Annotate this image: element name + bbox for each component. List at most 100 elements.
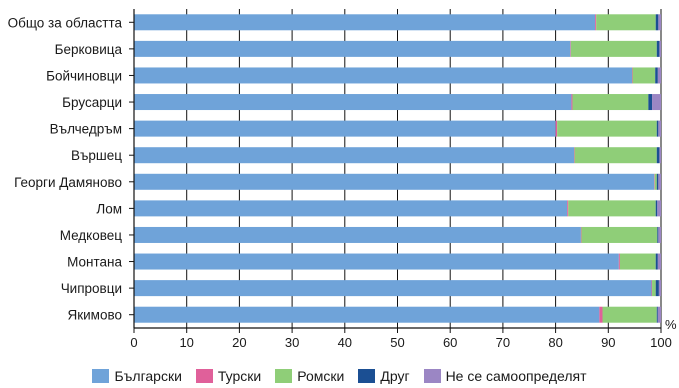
legend-swatch [92,369,110,383]
bar-segment [568,200,656,217]
category-label: Берковица [55,42,123,57]
bar-segment [134,253,619,270]
x-tick-label: 0 [130,335,137,350]
x-tick-label: 80 [548,335,562,350]
bar-segment [655,280,659,297]
bar-segment [654,173,657,190]
bar-segment [657,306,661,323]
category-label: Монтана [67,255,122,270]
bar-segment [134,94,572,111]
bar-segment [656,40,660,57]
legend-swatch [275,369,293,383]
bar-segment [134,120,556,137]
category-labels: Общо за областта Берковица Бойчиновци Бруса… [8,15,123,322]
bar-segment [632,67,633,84]
bar-segment [619,253,656,270]
bar-segment [596,14,656,31]
stacked-bar-chart: Общо за областта Берковица Бойчиновци Бруса… [8,9,677,350]
bar-segment [595,14,597,31]
legend-item: Ромски [275,368,344,384]
bar-segment [571,94,573,111]
category-label: Чипровци [61,281,122,296]
bar-segment [134,40,571,57]
bar-segment [134,14,596,31]
category-label: Бойчиновци [46,68,122,83]
bar-segment [567,200,569,217]
axes [129,9,662,333]
category-label: Общо за областта [8,15,123,30]
x-tick-label: 20 [232,335,246,350]
x-tick-labels: 0 10 20 30 40 50 60 70 80 90 100 [130,335,671,350]
bar-segment [657,67,661,84]
legend-label: Ромски [297,368,345,384]
bar-segment [557,120,657,137]
category-label: Медковец [60,228,123,243]
x-tick-label: 90 [601,335,615,350]
bar-segment [555,120,558,137]
legend-item: Друг [358,368,410,384]
bar-segment [656,147,660,164]
bar-segment [656,306,658,323]
legend-swatch [195,369,213,383]
legend-label: Не се самоопределят [445,368,587,384]
bar-segment [655,200,658,217]
bar-segment [658,173,661,190]
x-tick-label: 100 [650,335,672,350]
category-label: Вършец [71,148,122,163]
bar-segment [652,280,656,297]
bar-segment [656,173,659,190]
bar-segment [655,253,658,270]
bar-segment [632,67,656,84]
bar-segment [658,226,661,243]
bar-segment [652,94,661,111]
bar-segment [656,120,659,137]
bar-segment [659,40,661,57]
bar-segment [655,14,659,31]
x-tick-label: 40 [338,335,352,350]
bar-segment [574,147,575,164]
bar-segment [572,94,649,111]
bar-segment [574,147,657,164]
category-label: Якимово [67,308,122,323]
bar-segment [134,147,575,164]
legend-label: Друг [380,368,410,384]
bar-segment [657,200,661,217]
x-tick-label: 10 [179,335,193,350]
legend-item: Български [92,368,182,384]
x-tick-label: 30 [285,335,299,350]
x-tick-label: 50 [390,335,404,350]
category-label: Вълчедръм [50,122,122,137]
bar-segment [648,94,653,111]
bar-segment [134,200,568,217]
bar-segment [657,226,659,243]
bar-segment [658,14,661,31]
bar-segment [580,226,582,243]
bar-segment [618,253,620,270]
category-label: Брусарци [62,95,122,110]
bar-segment [134,280,652,297]
bar-segment [657,253,661,270]
bar-segment [570,40,657,57]
bar-segment [581,226,658,243]
x-tick-label: 60 [443,335,457,350]
bar-segment [599,306,603,323]
bar-segment [134,67,633,84]
bar-segment [651,280,653,297]
bar-segment [602,306,657,323]
bar-segment [655,67,658,84]
legend-item: Не се самоопределят [423,368,587,384]
x-tick-label: 70 [496,335,510,350]
bar-segment [134,306,600,323]
legend-swatch [358,369,376,383]
bar-segment [570,40,571,57]
legend-item: Турски [195,368,262,384]
legend: Български Турски Ромски Друг Не се самоопред… [0,366,679,386]
bar-segment [134,173,655,190]
legend-label: Турски [217,368,262,384]
category-label: Георги Дамяново [14,175,122,190]
bar-segment [654,173,655,190]
legend-swatch [423,369,441,383]
bars [134,14,661,323]
legend-label: Български [114,368,182,384]
bar-segment [659,147,661,164]
